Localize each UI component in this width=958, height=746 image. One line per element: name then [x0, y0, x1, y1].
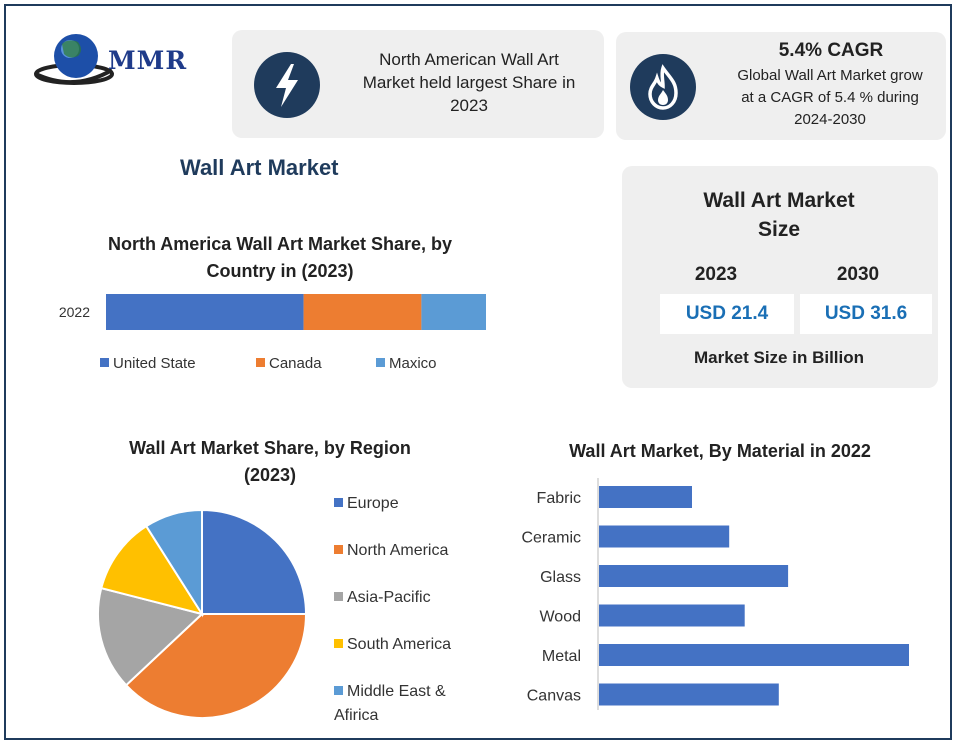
text-line: 2024-2030 [794, 111, 866, 128]
text-line: North American Wall Art [379, 50, 559, 69]
lightning-badge [254, 52, 320, 118]
legend-label: Asia-Pacific [347, 589, 431, 606]
bar [599, 525, 730, 548]
globe-icon [34, 34, 114, 85]
category-label: Ceramic [521, 530, 581, 547]
legend-swatch [334, 498, 343, 508]
pie-slice [201, 508, 308, 615]
text-line: Size [757, 218, 801, 241]
legend-item: Europe [334, 492, 484, 516]
lightning-icon [276, 64, 298, 107]
region-share-pie [97, 508, 308, 719]
bar [599, 604, 745, 627]
value-2030: USD 31.6 [800, 294, 932, 334]
year-2023: 2023 [694, 264, 738, 285]
bar [599, 683, 779, 706]
legend-label: Maxico [389, 355, 437, 372]
flame-icon [648, 64, 678, 110]
text-line: North America Wall Art Market Share, by [107, 234, 453, 254]
pie-slice [100, 524, 205, 616]
cagr-title: 5.4% CAGR [778, 40, 884, 61]
page-title: Wall Art Market [180, 155, 339, 180]
legend-swatch [376, 358, 385, 367]
text-line: Country in (2023) [206, 261, 354, 281]
legend-label: South America [347, 636, 452, 653]
material-bar-chart: Fabric Ceramic Glass Wood Metal Canvas [521, 478, 909, 710]
legend-label: Canada [269, 355, 322, 372]
bar-segment [303, 294, 422, 330]
year-2030: 2030 [836, 264, 880, 285]
text-line: Global Wall Art Market grow [737, 67, 923, 84]
bar-segment [421, 294, 486, 330]
category-label: Fabric [537, 490, 581, 507]
market-size-title: Wall Art Market Size [622, 186, 936, 244]
legend-swatch [334, 545, 343, 555]
category-label: Wood [539, 609, 581, 626]
category-label: Metal [542, 648, 581, 665]
bar [599, 486, 692, 508]
legend-item: South America [334, 633, 484, 657]
pie-slice [144, 508, 203, 618]
category-label: 2022 [59, 304, 90, 320]
mmr-logo: MMR [34, 30, 194, 90]
legend-label: United State [113, 355, 196, 372]
flame-badge [630, 54, 696, 120]
text-line: Wall Art Market [703, 189, 855, 212]
legend-swatch [334, 639, 343, 649]
text-line: Market held largest Share in [362, 73, 576, 92]
north-america-share-card: North American Wall Art Market held larg… [232, 30, 604, 138]
bar [599, 644, 909, 666]
cagr-text: Global Wall Art Market grow at a CAGR of… [716, 65, 944, 131]
legend-swatch [256, 358, 265, 367]
north-america-share-text: North American Wall Art Market held larg… [340, 48, 598, 117]
text-line: (2023) [243, 465, 297, 485]
market-size-note: Market Size in Billion [693, 348, 865, 367]
legend-swatch [334, 592, 343, 602]
country-share-chart-title: North America Wall Art Market Share, by … [70, 231, 490, 285]
country-share-chart: 2022 United State Canada Maxico [59, 294, 486, 372]
legend-item: Middle East & Afirica [334, 680, 484, 728]
value-2023: USD 21.4 [660, 294, 794, 334]
legend-item: North America [334, 539, 484, 563]
text-line: 2023 [450, 96, 488, 115]
legend-label: Europe [347, 495, 399, 512]
legend-swatch [334, 686, 343, 696]
legend-label: Middle East & Afirica [334, 683, 446, 724]
legend-label: North America [347, 542, 449, 559]
cagr-card: 5.4% CAGR Global Wall Art Market grow at… [616, 32, 946, 140]
legend-swatch [100, 358, 109, 367]
pie-slice [124, 613, 308, 719]
pie-slice [97, 586, 205, 687]
text-line: at a CAGR of 5.4 % during [741, 89, 919, 106]
bar [599, 565, 789, 587]
legend-item: Asia-Pacific [334, 586, 484, 610]
text-line: Wall Art Market Share, by Region [129, 438, 411, 458]
category-label: Canvas [527, 688, 581, 705]
category-label: Glass [540, 569, 581, 586]
bar-segment [106, 294, 304, 330]
region-share-chart-title: Wall Art Market Share, by Region (2023) [90, 435, 450, 489]
market-size-card [622, 166, 938, 388]
material-chart-title: Wall Art Market, By Material in 2022 [569, 441, 871, 461]
logo-text: MMR [108, 46, 188, 75]
